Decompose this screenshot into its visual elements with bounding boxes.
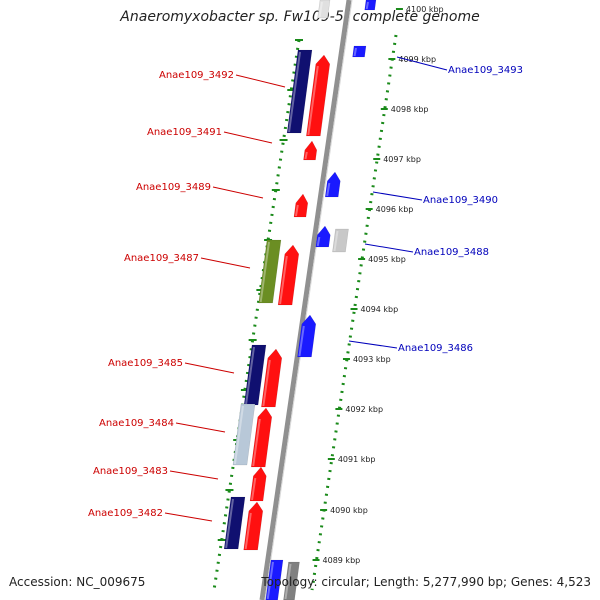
ruler-tick-label: 4100 kbp [406, 5, 444, 14]
genome-backbone-highlight [264, 0, 353, 600]
gene-shading [304, 151, 308, 160]
gene-label-leader [184, 362, 235, 374]
gene-block [249, 466, 267, 502]
gene-shading [279, 255, 288, 305]
gene-block [293, 193, 309, 218]
gene-shading [251, 477, 257, 501]
gene-label-forward: Anae109_3491 [147, 127, 222, 138]
gene-block [250, 407, 273, 468]
gene-shading [316, 236, 321, 247]
gene-label-forward: Anae109_3484 [99, 418, 174, 429]
gene-label-leader [164, 512, 213, 522]
ruler-tick-label: 4091 kbp [338, 455, 376, 464]
gene-label-leader [235, 74, 286, 88]
gene-label-reverse: Anae109_3490 [423, 195, 498, 206]
ruler-tick-label: 4093 kbp [353, 355, 391, 364]
gene-block [265, 559, 284, 600]
gene-block [283, 561, 300, 600]
gene-block [306, 54, 331, 137]
gene-label-leader [169, 470, 219, 480]
gene-block [317, 0, 331, 19]
gene-shading [318, 1, 323, 18]
gene-block [303, 140, 318, 161]
gene-shading [245, 346, 255, 405]
ruler-tick-label: 4096 kbp [376, 205, 414, 214]
gene-shading [266, 561, 274, 600]
gene-block [261, 348, 283, 408]
gene-shading [252, 418, 261, 467]
gene-shading [225, 498, 234, 549]
gene-shading [262, 359, 271, 407]
gene-block [277, 244, 300, 306]
gene-shading [365, 1, 369, 10]
ruler-tick-label: 4094 kbp [361, 305, 399, 314]
gene-block [315, 225, 331, 248]
accession-text: Accession: NC_009675 [9, 575, 146, 589]
gene-block [324, 171, 341, 198]
gene-label-leader [396, 56, 448, 71]
gene-shading [284, 563, 292, 600]
gene-shading [233, 405, 244, 465]
gene-label-leader [348, 340, 398, 349]
gene-block [243, 344, 267, 406]
gene-block [332, 228, 349, 253]
gene-block [258, 239, 282, 304]
gene-shading [353, 47, 357, 57]
genome-title: Anaeromyxobacter sp. Fw109-5, complete g… [120, 9, 480, 25]
gene-block [232, 403, 256, 466]
gene-block [286, 49, 313, 134]
gene-block [364, 0, 377, 11]
gene-block [352, 45, 367, 58]
gene-label-forward: Anae109_3482 [88, 508, 163, 519]
ruler-tick-label: 4099 kbp [398, 55, 436, 64]
ruler-tick-label: 4097 kbp [383, 155, 421, 164]
gene-shading [294, 204, 299, 217]
gene-label-reverse: Anae109_3493 [448, 65, 523, 76]
gene-shading [244, 512, 252, 550]
gene-block [243, 501, 264, 551]
gene-label-leader [223, 131, 273, 144]
gene-shading [326, 182, 331, 197]
ruler-tick-label: 4092 kbp [345, 405, 383, 414]
gene-label-leader [364, 243, 414, 253]
ruler-tick-label: 4090 kbp [330, 506, 368, 515]
gene-label-reverse: Anae109_3486 [398, 343, 473, 354]
gene-label-forward: Anae109_3485 [108, 358, 183, 369]
gene-block [297, 314, 317, 358]
gene-label-forward: Anae109_3492 [159, 70, 234, 81]
gene-shading [288, 51, 301, 133]
gene-label-forward: Anae109_3487 [124, 253, 199, 264]
gene-label-leader [212, 186, 264, 199]
gene-shading [259, 241, 270, 303]
genome-info-text: Topology: circular; Length: 5,277,990 bp… [261, 575, 591, 589]
gene-label-forward: Anae109_3483 [93, 466, 168, 477]
gene-label-leader [372, 191, 423, 201]
genome-backbone [259, 0, 352, 600]
ruler-line [310, 34, 398, 591]
ruler-tick-label: 4098 kbp [391, 105, 429, 114]
gene-block [223, 496, 246, 550]
gene-label-reverse: Anae109_3488 [414, 247, 489, 258]
gene-shading [298, 325, 305, 357]
ruler-tick-label: 4095 kbp [368, 255, 406, 264]
ruler-tick-label: 4089 kbp [323, 556, 361, 565]
gene-label-leader [200, 257, 251, 269]
gene-shading [333, 230, 339, 252]
gene-label-leader [175, 422, 226, 433]
gene-label-forward: Anae109_3489 [136, 182, 211, 193]
gene-shading [307, 65, 319, 136]
